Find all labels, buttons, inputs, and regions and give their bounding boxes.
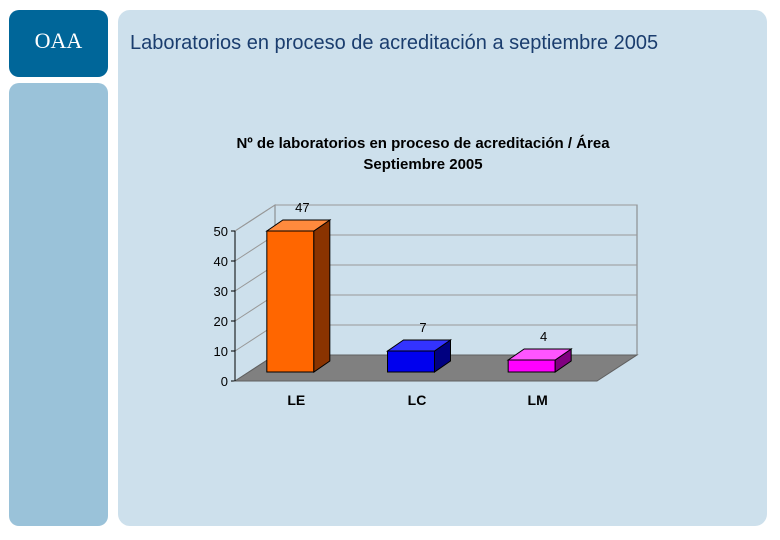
bar-lc [387,350,435,373]
logo-text: OAA [34,28,83,53]
side-panel [9,83,108,526]
y-tick-label: 40 [214,254,228,269]
bar-le [266,230,315,373]
chart-title: Nº de laboratorios en proceso de acredit… [236,135,610,152]
bar-top-le [265,219,332,232]
y-tick-label: 0 [221,374,228,389]
data-label-lc: 7 [419,320,426,335]
x-tick-label-le: LE [287,392,305,408]
data-label-lm: 4 [540,329,547,344]
chart-subtitle: Septiembre 2005 [363,156,482,173]
bar-top-lm [506,348,573,361]
y-tick-label: 20 [214,314,228,329]
y-tick-label: 10 [214,344,228,359]
data-label-le: 47 [295,200,309,215]
y-tick-label: 30 [214,284,228,299]
x-tick-label-lc: LC [408,392,427,408]
bar-top-lc [385,339,453,352]
gridline-diagonal [234,204,276,232]
slide-title: Laboratorios en proceso de acreditación … [130,32,659,54]
y-tick-label: 50 [214,224,228,239]
bar-side-le [313,219,331,373]
x-tick-label-lm: LM [528,392,548,408]
bar-lm [507,359,556,373]
logo-box: OAA [9,10,108,77]
